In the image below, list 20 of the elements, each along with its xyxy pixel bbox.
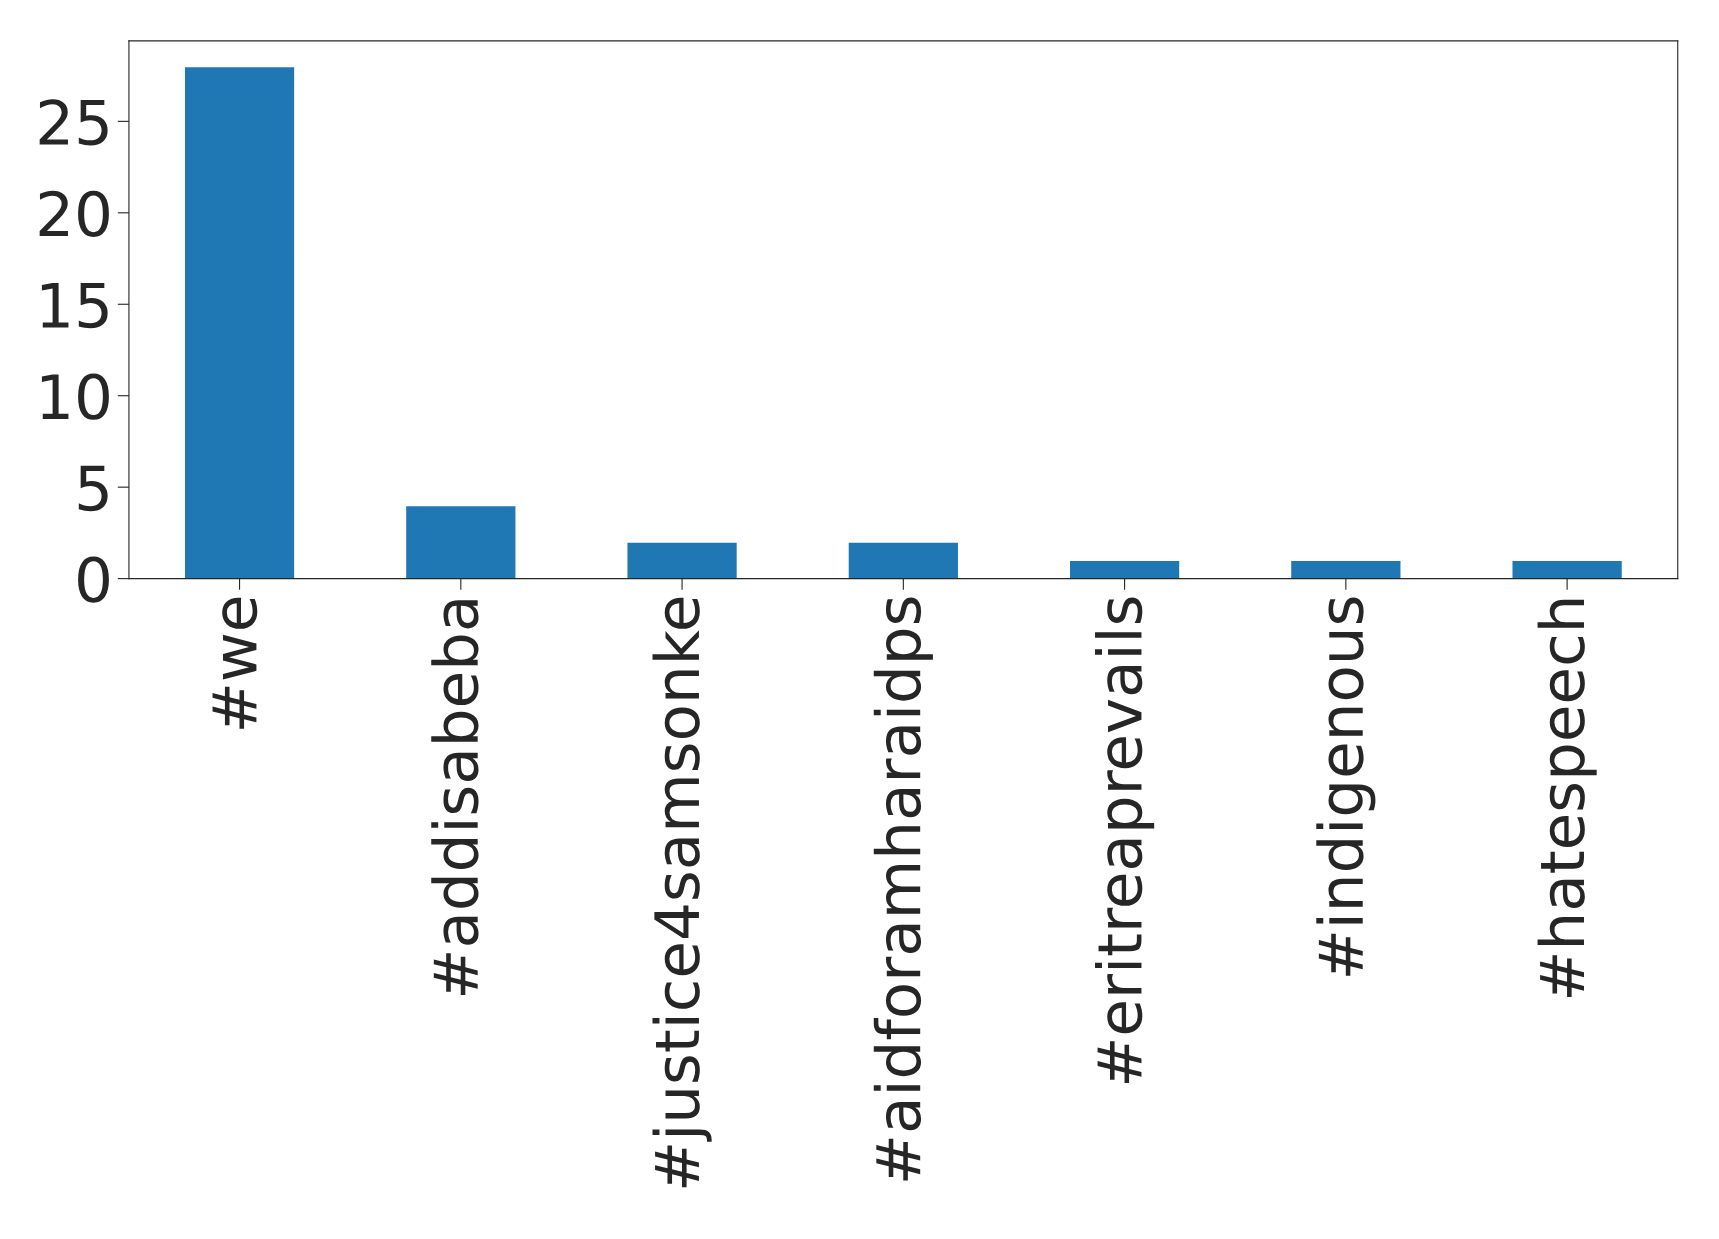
y-tick-label: 0: [78, 556, 109, 603]
bar: [1068, 559, 1181, 579]
x-tick-label: #indigenous: [1316, 597, 1376, 976]
y-tick-label: 20: [39, 190, 109, 237]
bar: [626, 541, 739, 579]
y-tick-label: 5: [78, 465, 108, 512]
x-tick-label: #we: [212, 597, 258, 729]
y-tick-label: 15: [41, 282, 108, 329]
bar: [847, 541, 960, 579]
y-tick-label: 25: [39, 99, 108, 146]
bar: [1511, 559, 1624, 579]
x-tick-label: #addisabeba: [431, 600, 479, 996]
x-tick-label: #hatespeech: [1537, 599, 1597, 997]
bar: [404, 504, 517, 579]
bar: [183, 65, 296, 579]
x-tick-label: #eritreaprevails: [1095, 597, 1155, 1084]
y-tick-label: 10: [41, 373, 109, 420]
x-tick-label: #aidforamharaidps: [873, 597, 933, 1181]
x-tick-label: #justice4samsonke: [652, 597, 712, 1188]
bar: [1289, 559, 1402, 579]
